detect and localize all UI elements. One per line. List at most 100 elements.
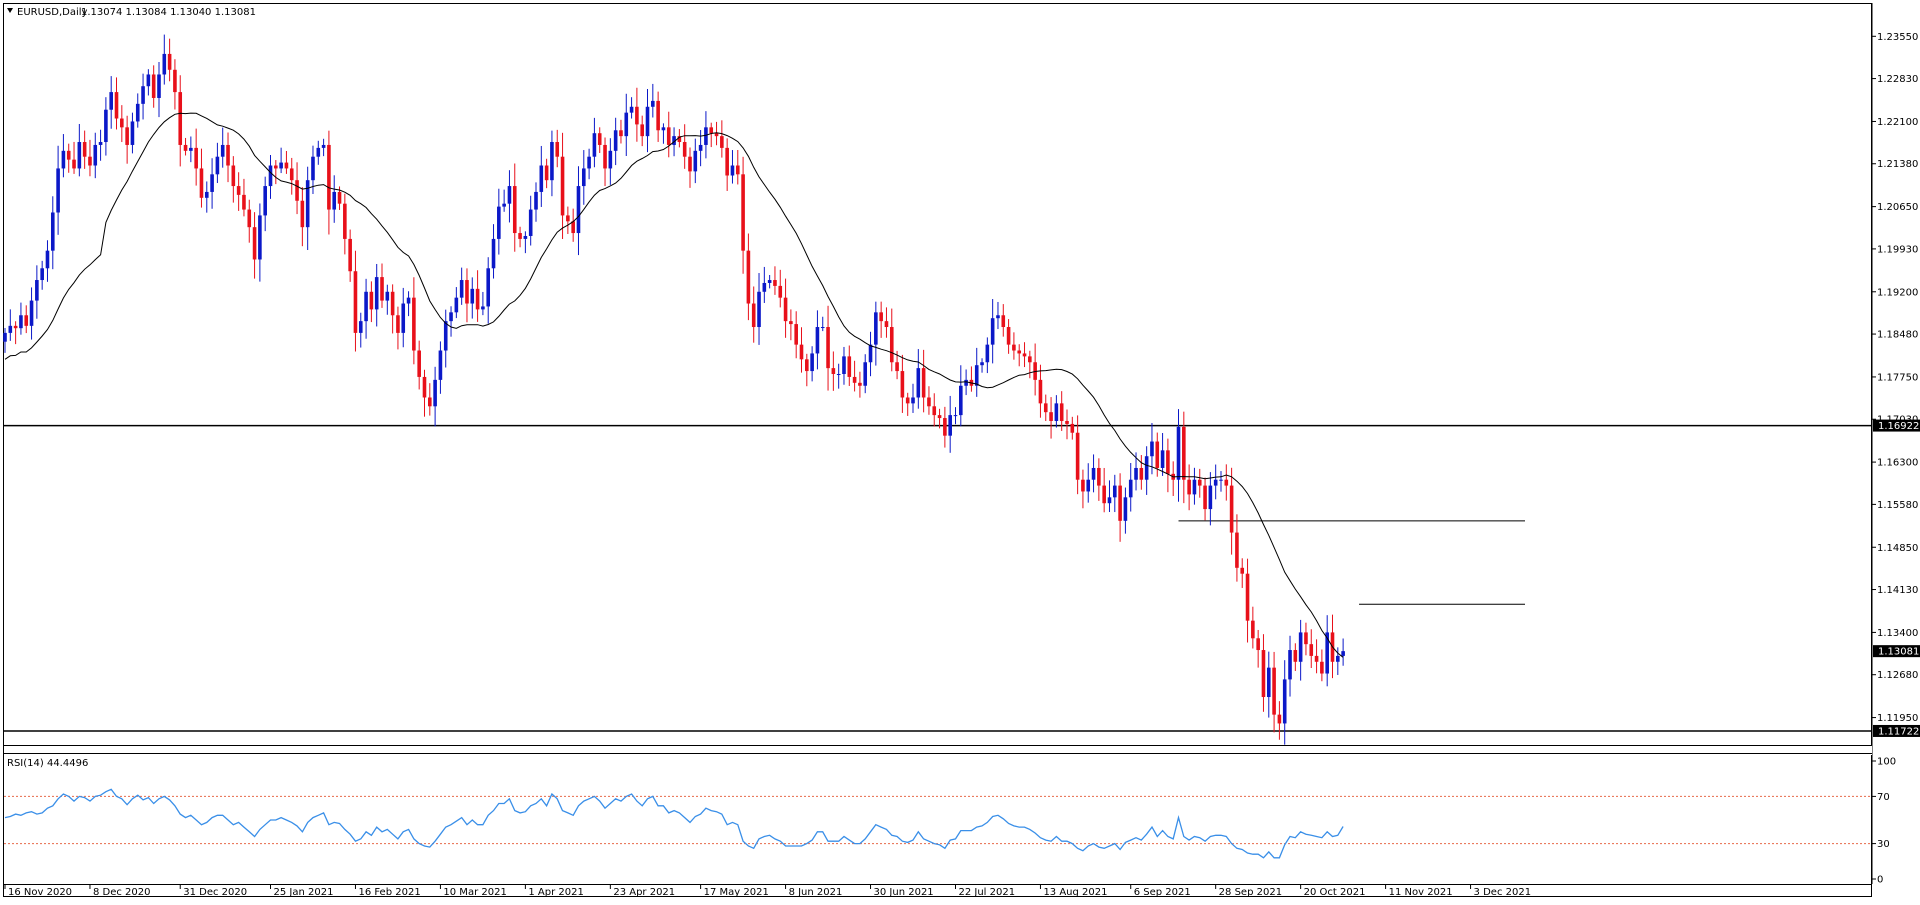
candle (523, 231, 528, 254)
candle (199, 148, 204, 208)
candle (40, 260, 44, 290)
candle-body (645, 106, 650, 137)
candle-body (1203, 485, 1207, 510)
candle-body (725, 147, 729, 176)
candle (969, 366, 974, 392)
candle-body (1314, 655, 1319, 662)
candle-body (220, 144, 225, 157)
date-tick-label: 6 Sep 2021 (1134, 887, 1191, 898)
price-tick-label: 1.22830 (1877, 74, 1918, 85)
candle (889, 308, 894, 372)
candle (1065, 409, 1069, 440)
candle-body (465, 280, 469, 304)
candle (783, 278, 788, 338)
candle-body (911, 397, 915, 404)
candle (597, 127, 602, 153)
candle-body (624, 112, 629, 137)
candle-body (385, 291, 390, 301)
candle-body (1336, 655, 1340, 662)
candle-body (773, 280, 777, 286)
candle-body (114, 92, 119, 119)
candle-body (321, 144, 326, 148)
candle-body (343, 203, 347, 239)
candle-body (528, 209, 533, 236)
candle (1043, 394, 1048, 422)
candle-body (1134, 467, 1138, 480)
candle (603, 137, 607, 187)
candle-body (449, 312, 453, 322)
candle (364, 278, 368, 339)
candle-body (1192, 479, 1197, 495)
candle (305, 166, 310, 251)
candle (544, 158, 549, 189)
candle-body (1001, 315, 1006, 328)
date-axis: 16 Nov 2020 8 Dec 2020 31 Dec 2020 25 Jan 2… (4, 884, 1531, 898)
candle (385, 284, 390, 315)
candle (1012, 332, 1016, 360)
candle-body (879, 312, 883, 322)
candle-body (82, 142, 87, 157)
price-tick-label: 1.18480 (1877, 330, 1918, 341)
candle-body (996, 315, 1000, 319)
candle (645, 88, 650, 153)
candle (1139, 455, 1144, 490)
candle-body (1043, 403, 1048, 413)
candle-body (518, 233, 522, 239)
candle-body (847, 356, 852, 377)
candle-body (226, 144, 230, 166)
candle (900, 354, 905, 413)
candle-body (852, 376, 857, 383)
candle-body (311, 156, 315, 181)
candle (1059, 391, 1064, 431)
candle (72, 141, 76, 174)
candle-body (390, 291, 395, 316)
candle (1197, 468, 1202, 498)
date-tick-label: 16 Nov 2020 (8, 887, 72, 898)
candle-body (820, 327, 825, 329)
symbol-header: EURUSD,Daily 1.13074 1.13084 1.13040 1.1… (7, 7, 256, 18)
candle (380, 263, 384, 308)
candle (1028, 350, 1032, 379)
candle (358, 312, 363, 348)
candle-body (19, 315, 23, 329)
candle (130, 112, 135, 154)
candle (88, 139, 92, 177)
collapse-triangle-icon[interactable] (7, 8, 13, 13)
candle (263, 176, 267, 232)
candle-body (927, 397, 931, 407)
candle-body (199, 168, 204, 198)
candle (624, 93, 629, 157)
candle-body (1325, 632, 1329, 674)
candle-body (1304, 632, 1308, 645)
candle-body (438, 350, 443, 380)
candle (512, 163, 517, 252)
candle-body (24, 315, 29, 326)
candle-body (428, 397, 432, 407)
candle (581, 150, 586, 205)
candle (24, 305, 29, 334)
candle (247, 199, 252, 243)
candle-body (799, 344, 804, 360)
candle-body (1012, 344, 1016, 351)
candle-body (369, 291, 374, 310)
candle-body (13, 325, 18, 329)
candle-body (454, 297, 459, 313)
price-tick-label: 1.15580 (1877, 500, 1918, 511)
candle-body (597, 133, 602, 145)
candle (842, 346, 846, 385)
candle (465, 268, 469, 323)
candle-body (327, 144, 331, 210)
date-tick-label: 8 Dec 2020 (93, 887, 151, 898)
candle (497, 188, 501, 255)
candle (799, 327, 804, 373)
candle-body (1059, 403, 1064, 421)
candle (921, 349, 926, 413)
candle (8, 309, 13, 341)
candle-body (1128, 479, 1133, 498)
date-tick-label: 22 Jul 2021 (958, 887, 1015, 898)
candle (1293, 643, 1298, 671)
rsi-label: RSI(14) 44.4496 (7, 758, 88, 769)
candle (1017, 344, 1022, 367)
